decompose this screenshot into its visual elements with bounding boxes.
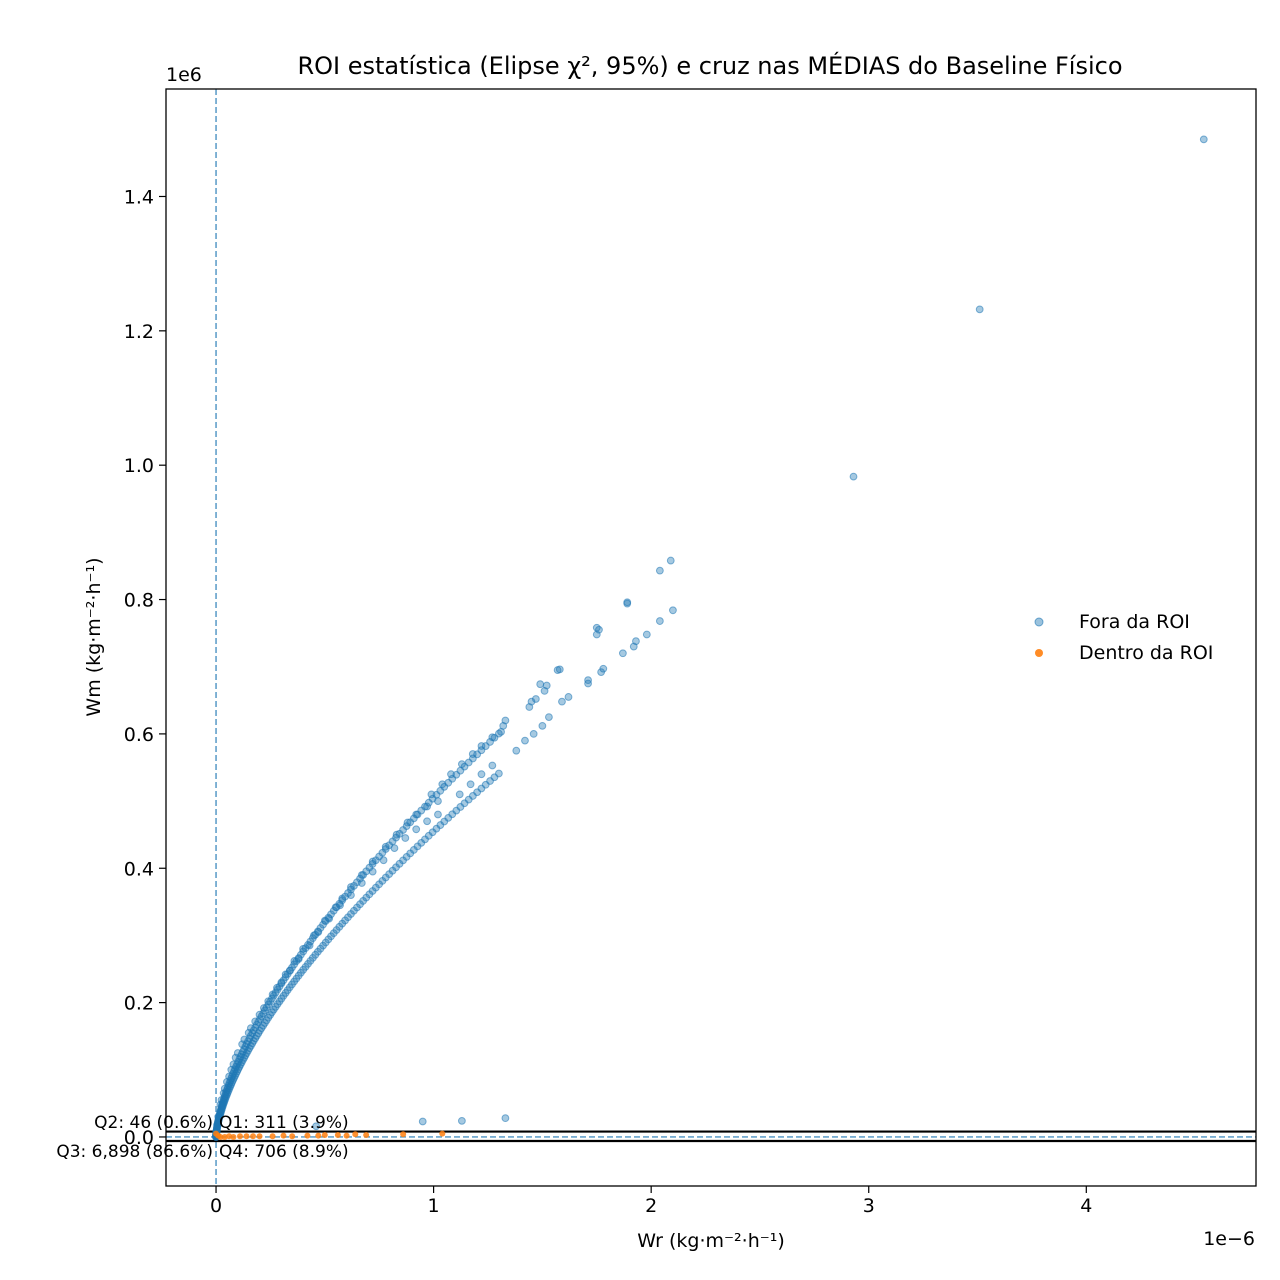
scatter-point-outside xyxy=(434,810,442,819)
scatter-point-inside xyxy=(243,1133,250,1140)
scatter-point-outside xyxy=(412,825,421,834)
scatter-point-outside xyxy=(553,666,562,674)
scatter-point-outside xyxy=(521,736,529,745)
scatter-point-outside xyxy=(494,729,503,738)
y-tick-label: 1.2 xyxy=(124,321,154,343)
scatter-point-outside xyxy=(558,697,566,706)
y-tick-label: 0.8 xyxy=(124,590,154,612)
y-tick-label: 0.6 xyxy=(124,724,154,746)
scatter-point-inside xyxy=(250,1133,257,1140)
y-axis-label: Wm (kg·m⁻²·h⁻¹) xyxy=(83,557,105,716)
scatter-point-outside xyxy=(666,556,675,565)
x-axis-label: Wr (kg·m⁻²·h⁻¹) xyxy=(637,1230,785,1252)
chart-title: ROI estatística (Elipse χ², 95%) e cruz … xyxy=(297,51,1122,80)
scatter-point-outside xyxy=(536,680,545,689)
scatter-point-inside xyxy=(439,1130,446,1137)
scatter-point-outside xyxy=(597,668,606,676)
scatter-point-outside xyxy=(584,679,592,688)
x-axis: 0 1 2 3 4 xyxy=(210,1186,1092,1217)
scatter-point-outside xyxy=(423,817,431,826)
y-tick-label: 0.0 xyxy=(124,1127,154,1149)
scatter-point-outside xyxy=(494,769,503,778)
scatter-point-inside xyxy=(280,1132,287,1139)
y-tick-label: 1.0 xyxy=(124,455,154,477)
scatter-point-outside xyxy=(849,472,858,481)
scatter-point-inside xyxy=(343,1132,350,1139)
x-tick-label: 4 xyxy=(1080,1195,1092,1217)
scatter-point-outside xyxy=(592,630,601,639)
scatter-point-outside xyxy=(669,606,677,615)
scatter-point-inside xyxy=(269,1133,276,1140)
scatter-point-inside xyxy=(352,1131,359,1138)
y-tick-label: 0.2 xyxy=(124,993,154,1015)
scatter-point-outside xyxy=(501,1114,510,1123)
y-axis: 0.0 0.2 0.4 0.6 0.8 1.0 1.2 1.4 xyxy=(124,186,166,1149)
x-tick-label: 1 xyxy=(428,1195,440,1217)
scatter-point-inside xyxy=(304,1132,311,1139)
scatter-point-outside xyxy=(629,642,638,651)
legend-label-outside: Fora da ROI xyxy=(1079,611,1190,633)
scatter-point-inside xyxy=(256,1133,263,1140)
scatter-point-outside xyxy=(525,703,534,711)
scatter-point-outside xyxy=(488,761,497,770)
scatter-point-outside xyxy=(655,617,664,625)
scatter-point-outside xyxy=(466,780,475,789)
scatter-point-outside xyxy=(531,695,540,703)
scatter-point-outside xyxy=(457,1116,466,1125)
quadrant-labels: Q2: 46 (0.6%) Q1: 311 (3.9%) Q3: 6,898 (… xyxy=(56,1113,348,1162)
scatter-point-outside xyxy=(529,729,538,738)
y-scale-label: 1e6 xyxy=(166,64,202,86)
scatter-point-inside xyxy=(221,1133,228,1140)
scatter-point-outside xyxy=(312,1122,321,1131)
legend: Fora da ROI Dentro da ROI xyxy=(1034,611,1213,664)
scatter-point-outside xyxy=(623,599,632,608)
quadrant-label-q3: Q3: 6,898 (86.6%) xyxy=(56,1142,213,1162)
scatter-point-inside xyxy=(400,1131,407,1138)
scatter-point-inside xyxy=(289,1133,296,1140)
x-tick-label: 3 xyxy=(863,1195,875,1217)
scatter-point-inside xyxy=(334,1131,341,1138)
scatter-point-outside xyxy=(418,1117,427,1126)
scatter-point-inside xyxy=(215,1132,222,1139)
scatter-point-outside xyxy=(538,721,547,730)
scatter-point-outside xyxy=(642,630,651,639)
legend-marker-outside xyxy=(1034,617,1044,627)
scatter-point-outside xyxy=(1199,135,1208,144)
scatter-point-outside xyxy=(477,770,486,779)
legend-marker-inside xyxy=(1035,649,1043,657)
scatter-point-outside xyxy=(545,713,553,722)
scatter-point-inside xyxy=(321,1131,328,1138)
scatter-point-outside xyxy=(618,649,627,658)
scatter-point-outside xyxy=(455,790,464,799)
scatter-point-outside xyxy=(401,834,410,842)
plot-frame xyxy=(165,88,1257,1187)
quadrant-label-q1: Q1: 311 (3.9%) xyxy=(219,1113,349,1133)
scatter-point-outside xyxy=(975,305,984,314)
x-tick-label: 0 xyxy=(210,1195,222,1217)
y-tick-label: 0.4 xyxy=(124,858,154,880)
x-scale-label: 1e−6 xyxy=(1203,1228,1255,1250)
scatter-point-outside xyxy=(564,693,573,701)
quadrant-label-q2: Q2: 46 (0.6%) xyxy=(94,1113,213,1133)
scatter-point-outside xyxy=(512,746,521,755)
y-tick-label: 1.4 xyxy=(124,186,154,208)
scatter-point-outside xyxy=(655,566,664,575)
scatter-point-inside xyxy=(236,1133,243,1140)
quadrant-label-q4: Q4: 706 (8.9%) xyxy=(219,1142,349,1162)
x-tick-label: 2 xyxy=(645,1195,657,1217)
scatter-point-outside xyxy=(540,687,549,695)
scatter-point-inside xyxy=(315,1132,322,1139)
scatter-point-inside xyxy=(363,1131,370,1138)
legend-label-inside: Dentro da ROI xyxy=(1079,642,1213,664)
